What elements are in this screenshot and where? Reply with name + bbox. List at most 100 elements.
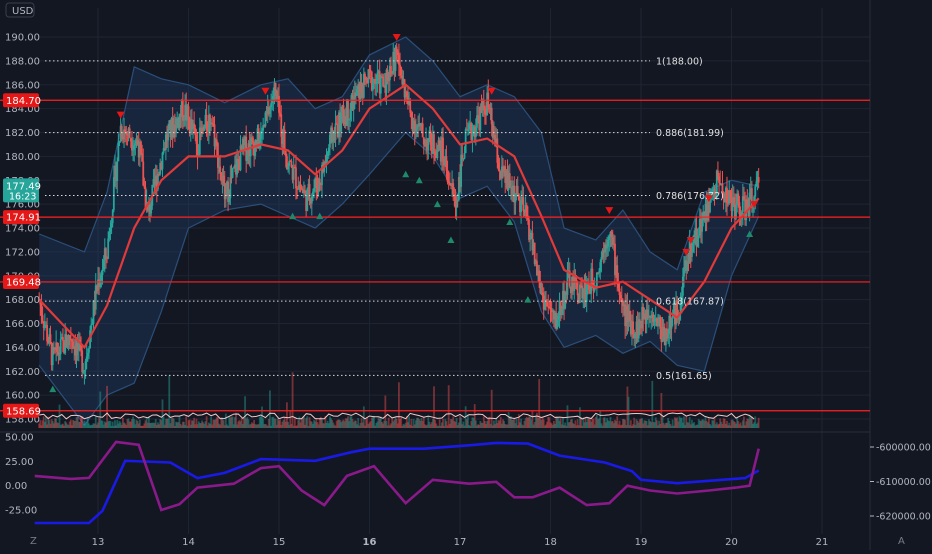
volume-bar bbox=[405, 416, 408, 428]
auto-scale-z[interactable]: Z bbox=[30, 536, 37, 547]
volume-bar bbox=[223, 425, 226, 428]
volume-bar bbox=[158, 424, 160, 428]
candle-body bbox=[552, 310, 555, 320]
volume-bar bbox=[46, 424, 48, 428]
auto-scale-a[interactable]: A bbox=[898, 536, 905, 547]
candle-body bbox=[688, 240, 691, 263]
candle-body bbox=[496, 138, 499, 163]
volume-bar bbox=[420, 417, 423, 428]
candle-body bbox=[47, 341, 50, 344]
price-tick-label: 160.00 bbox=[5, 391, 40, 402]
volume-bar bbox=[610, 421, 613, 428]
volume-bar bbox=[444, 418, 447, 428]
volume-bar bbox=[184, 425, 187, 428]
volume-bar bbox=[73, 420, 76, 428]
volume-bar bbox=[271, 417, 274, 428]
volume-bar bbox=[80, 417, 82, 428]
candle-body bbox=[263, 125, 266, 127]
candle-body bbox=[206, 130, 209, 133]
candle-body bbox=[193, 123, 196, 129]
candle-body bbox=[274, 82, 277, 92]
candle-body bbox=[717, 170, 719, 177]
volume-bar bbox=[273, 418, 276, 428]
volume-bar bbox=[68, 421, 71, 428]
volume-bar bbox=[735, 423, 737, 428]
volume-bar bbox=[523, 420, 526, 428]
candle-body bbox=[226, 181, 228, 194]
volume-bar bbox=[111, 421, 114, 428]
candle-body bbox=[308, 183, 311, 199]
volume-bar bbox=[315, 417, 318, 428]
candle-body bbox=[486, 92, 489, 116]
volume-bar bbox=[109, 421, 112, 428]
volume-bar bbox=[607, 420, 610, 428]
volume-bar bbox=[105, 422, 107, 428]
candle-body bbox=[603, 244, 606, 253]
candle-body bbox=[469, 123, 472, 125]
candle-body bbox=[456, 199, 459, 201]
volume-bar bbox=[119, 422, 122, 428]
candle-body bbox=[364, 73, 366, 78]
volume-bar bbox=[39, 420, 42, 428]
candle-body bbox=[215, 139, 218, 144]
candle-body bbox=[615, 265, 618, 276]
volume-bar bbox=[591, 418, 594, 428]
volume-bar bbox=[615, 421, 618, 428]
candle-body bbox=[286, 156, 288, 170]
volume-bar bbox=[369, 421, 372, 428]
candle-body bbox=[126, 133, 129, 136]
price-tick-label: 176.00 bbox=[5, 200, 40, 211]
candle-body bbox=[260, 131, 262, 139]
candle-body bbox=[470, 123, 473, 140]
volume-bar bbox=[687, 422, 690, 428]
volume-bar bbox=[471, 417, 474, 428]
candle-body bbox=[460, 154, 463, 187]
volume-bar bbox=[489, 424, 492, 428]
candle-body bbox=[235, 164, 237, 175]
candle-body bbox=[641, 307, 644, 329]
candle-body bbox=[482, 100, 485, 109]
candle-body bbox=[712, 189, 715, 191]
candle-body bbox=[427, 138, 430, 151]
volume-bar bbox=[580, 417, 582, 428]
candle-body bbox=[417, 125, 420, 127]
volume-bar bbox=[40, 425, 43, 428]
volume-bar bbox=[566, 405, 569, 428]
volume-bar bbox=[357, 418, 360, 428]
volume-bar bbox=[257, 424, 260, 428]
volume-bar bbox=[101, 420, 104, 428]
candlesticks bbox=[38, 43, 760, 385]
volume-bar bbox=[671, 419, 674, 428]
volume-bar bbox=[97, 422, 99, 428]
volume-bar bbox=[401, 425, 404, 428]
volume-bar bbox=[426, 424, 429, 428]
volume-bar bbox=[664, 422, 667, 428]
candle-body bbox=[248, 143, 251, 157]
volume-bar bbox=[236, 424, 239, 428]
volume-bar bbox=[295, 425, 297, 428]
candle-body bbox=[749, 188, 752, 193]
volume-bar bbox=[334, 425, 337, 428]
candle-body bbox=[90, 324, 93, 331]
volume-bar bbox=[333, 424, 336, 428]
volume-bar bbox=[644, 420, 647, 428]
volume-bar bbox=[244, 396, 246, 428]
volume-bar bbox=[568, 421, 571, 428]
candle-body bbox=[332, 131, 335, 143]
volume-bar bbox=[395, 418, 398, 428]
candle-body bbox=[394, 46, 397, 71]
candle-body bbox=[724, 187, 727, 203]
volume-bar bbox=[350, 416, 353, 428]
candle-body bbox=[312, 191, 314, 197]
volume-bar bbox=[478, 424, 481, 428]
currency-badge[interactable]: USD bbox=[5, 2, 35, 18]
candle-body bbox=[441, 137, 443, 162]
candle-body bbox=[560, 309, 563, 315]
volume-bar bbox=[100, 420, 103, 428]
volume-bar bbox=[459, 416, 461, 428]
volume-bar bbox=[557, 417, 560, 428]
candle-body bbox=[222, 175, 225, 184]
volume-bar bbox=[352, 421, 355, 428]
